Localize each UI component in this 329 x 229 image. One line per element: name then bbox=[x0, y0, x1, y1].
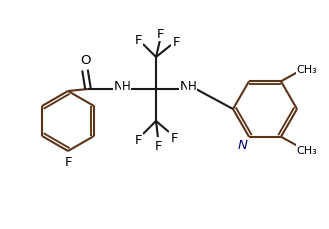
Text: H: H bbox=[188, 80, 196, 93]
Text: F: F bbox=[154, 139, 162, 152]
Text: F: F bbox=[64, 156, 72, 169]
Text: O: O bbox=[80, 54, 90, 67]
Text: N: N bbox=[238, 139, 248, 152]
Text: N: N bbox=[180, 80, 190, 93]
Text: CH₃: CH₃ bbox=[297, 65, 317, 75]
Text: F: F bbox=[170, 131, 178, 144]
Text: H: H bbox=[122, 80, 130, 93]
Text: F: F bbox=[134, 33, 142, 46]
Text: N: N bbox=[114, 80, 124, 93]
Text: F: F bbox=[172, 35, 180, 48]
Text: F: F bbox=[156, 27, 164, 40]
Text: CH₃: CH₃ bbox=[297, 145, 317, 155]
Text: F: F bbox=[134, 133, 142, 146]
